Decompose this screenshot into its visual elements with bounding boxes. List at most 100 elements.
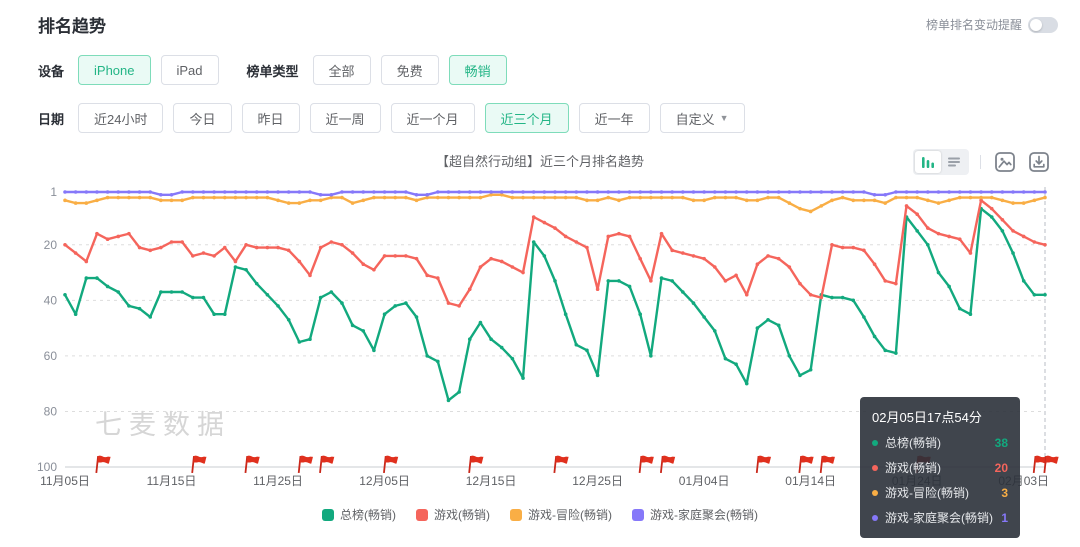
data-point[interactable] <box>127 190 131 194</box>
data-point[interactable] <box>137 245 142 250</box>
data-point[interactable] <box>467 195 472 200</box>
data-point[interactable] <box>265 245 270 250</box>
data-point[interactable] <box>787 265 792 269</box>
data-point[interactable] <box>425 192 429 197</box>
data-point[interactable] <box>723 356 728 361</box>
data-point[interactable] <box>617 231 621 236</box>
data-point[interactable] <box>947 190 951 194</box>
data-point[interactable] <box>489 256 493 261</box>
data-point[interactable] <box>382 190 387 194</box>
data-point[interactable] <box>915 195 919 200</box>
data-point[interactable] <box>883 279 888 283</box>
data-point[interactable] <box>862 315 866 319</box>
data-point[interactable] <box>212 312 216 317</box>
data-point[interactable] <box>542 190 547 194</box>
event-flag-icon[interactable] <box>553 455 569 474</box>
data-point[interactable] <box>553 190 557 194</box>
data-point[interactable] <box>361 190 366 194</box>
data-point[interactable] <box>723 279 728 283</box>
data-point[interactable] <box>574 342 579 347</box>
data-point[interactable] <box>382 254 387 258</box>
data-point[interactable] <box>297 190 302 194</box>
data-point[interactable] <box>872 334 877 339</box>
data-point[interactable] <box>798 373 802 378</box>
data-point[interactable] <box>691 190 696 194</box>
data-point[interactable] <box>233 259 238 264</box>
data-point[interactable] <box>862 198 866 203</box>
data-point[interactable] <box>276 304 280 308</box>
data-point[interactable] <box>595 373 600 378</box>
date-option-近三个月[interactable]: 近三个月 <box>484 103 569 133</box>
data-point[interactable] <box>340 301 344 305</box>
data-point[interactable] <box>744 381 749 386</box>
data-point[interactable] <box>191 195 195 200</box>
data-point[interactable] <box>776 195 781 200</box>
event-flag-icon[interactable] <box>1043 455 1059 474</box>
data-point[interactable] <box>723 195 728 200</box>
data-point[interactable] <box>787 354 792 358</box>
data-point[interactable] <box>1011 201 1015 205</box>
data-point[interactable] <box>478 320 483 325</box>
data-point[interactable] <box>233 195 238 200</box>
data-point[interactable] <box>691 254 696 258</box>
data-point[interactable] <box>617 279 621 283</box>
data-point[interactable] <box>883 348 888 353</box>
data-point[interactable] <box>159 245 163 250</box>
table-view-button[interactable] <box>941 151 967 173</box>
date-option-自定义[interactable]: 自定义 ▼ <box>659 103 745 133</box>
event-flag-icon[interactable] <box>95 455 111 474</box>
data-point[interactable] <box>222 195 227 200</box>
data-point[interactable] <box>382 312 387 317</box>
data-point[interactable] <box>830 295 834 300</box>
data-point[interactable] <box>606 190 611 194</box>
data-point[interactable] <box>1021 190 1026 194</box>
data-point[interactable] <box>148 315 153 319</box>
data-point[interactable] <box>489 190 493 194</box>
data-point[interactable] <box>968 190 973 194</box>
data-point[interactable] <box>989 195 994 200</box>
data-point[interactable] <box>840 190 845 194</box>
data-point[interactable] <box>595 287 600 292</box>
data-point[interactable] <box>904 204 909 208</box>
data-point[interactable] <box>755 326 760 330</box>
data-point[interactable] <box>808 190 813 194</box>
data-point[interactable] <box>457 390 461 394</box>
data-point[interactable] <box>1000 198 1005 203</box>
data-point[interactable] <box>361 329 366 333</box>
data-point[interactable] <box>372 267 376 272</box>
data-point[interactable] <box>499 192 504 197</box>
data-point[interactable] <box>478 190 483 194</box>
data-point[interactable] <box>957 190 962 194</box>
data-point[interactable] <box>73 190 78 194</box>
data-point[interactable] <box>915 190 919 194</box>
data-point[interactable] <box>638 256 643 261</box>
data-point[interactable] <box>968 195 973 200</box>
data-point[interactable] <box>617 198 621 203</box>
data-point[interactable] <box>766 317 770 322</box>
data-point[interactable] <box>404 301 408 305</box>
data-point[interactable] <box>137 306 142 311</box>
date-option-近24小时[interactable]: 近24小时 <box>78 103 164 133</box>
date-option-近一年[interactable]: 近一年 <box>578 103 650 133</box>
data-point[interactable] <box>606 234 611 239</box>
data-point[interactable] <box>340 190 344 194</box>
data-point[interactable] <box>191 295 195 300</box>
data-point[interactable] <box>968 251 973 255</box>
data-point[interactable] <box>63 242 67 247</box>
data-point[interactable] <box>297 201 302 205</box>
export-image-button[interactable] <box>992 149 1018 175</box>
data-point[interactable] <box>222 312 227 317</box>
data-point[interactable] <box>787 190 792 194</box>
data-point[interactable] <box>755 262 760 267</box>
data-point[interactable] <box>414 256 419 261</box>
data-point[interactable] <box>1021 279 1026 283</box>
data-point[interactable] <box>265 190 270 194</box>
data-point[interactable] <box>521 376 525 380</box>
data-point[interactable] <box>851 245 856 250</box>
data-point[interactable] <box>1000 217 1005 222</box>
data-point[interactable] <box>681 251 685 255</box>
data-point[interactable] <box>393 304 398 308</box>
data-point[interactable] <box>137 190 142 194</box>
data-point[interactable] <box>414 198 419 203</box>
data-point[interactable] <box>734 190 738 194</box>
